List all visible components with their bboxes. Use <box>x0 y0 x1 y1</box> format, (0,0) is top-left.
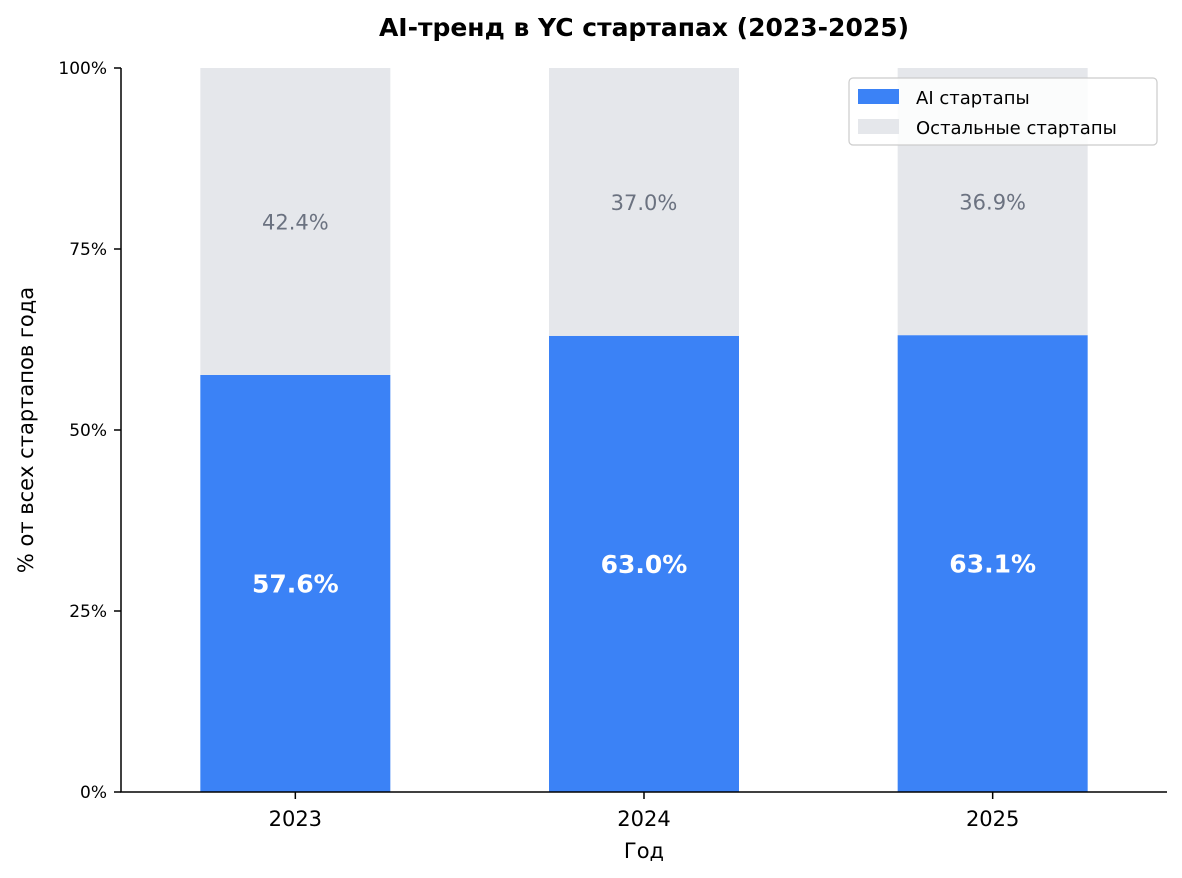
ai-startups-value-label-2024: 63.0% <box>601 550 688 579</box>
y-tick-label: 50% <box>69 421 107 441</box>
y-tick-label: 100% <box>58 59 107 79</box>
x-tick-label-2023: 2023 <box>269 807 322 831</box>
y-axis: 0% 25% 50% 75% 100% <box>58 59 122 803</box>
ai-startups-bar-2024 <box>549 335 739 792</box>
x-axis-label: Год <box>624 839 664 863</box>
legend-label-other-startups: Остальные стартапы <box>916 118 1117 139</box>
other-startups-value-label-2023: 42.4% <box>262 210 329 234</box>
y-tick-label: 25% <box>69 602 107 622</box>
y-tick-label: 75% <box>69 240 107 260</box>
other-startups-bar-2023 <box>200 68 391 375</box>
x-axis: 2023 2024 2025 <box>120 791 1167 831</box>
y-axis-label: % от всех стартапов года <box>14 287 38 573</box>
chart-title: AI-тренд в YC стартапах (2023-2025) <box>379 13 909 42</box>
legend: AI стартапы Остальные стартапы <box>848 77 1158 146</box>
ai-startups-bar-2025 <box>897 335 1088 792</box>
y-tick-label: 0% <box>80 783 107 803</box>
ai-startups-bar-2023 <box>200 374 391 792</box>
legend-frame <box>848 77 1158 146</box>
ai-startups-value-label-2025: 63.1% <box>949 550 1036 579</box>
bars-group <box>200 68 1088 792</box>
x-tick-label-2025: 2025 <box>966 807 1019 831</box>
x-tick-label-2024: 2024 <box>617 807 670 831</box>
legend-label-ai-startups: AI стартапы <box>916 88 1030 109</box>
legend-swatch-other-startups <box>858 119 899 134</box>
ai-startups-value-label-2023: 57.6% <box>252 569 339 598</box>
value-labels-group: 57.6% 42.4% 63.0% 37.0% 63.1% 36.9% <box>252 191 1036 599</box>
other-startups-value-label-2024: 37.0% <box>611 191 678 215</box>
other-startups-bar-2024 <box>549 68 739 336</box>
other-startups-value-label-2025: 36.9% <box>959 191 1026 215</box>
legend-swatch-ai-startups <box>858 89 899 104</box>
